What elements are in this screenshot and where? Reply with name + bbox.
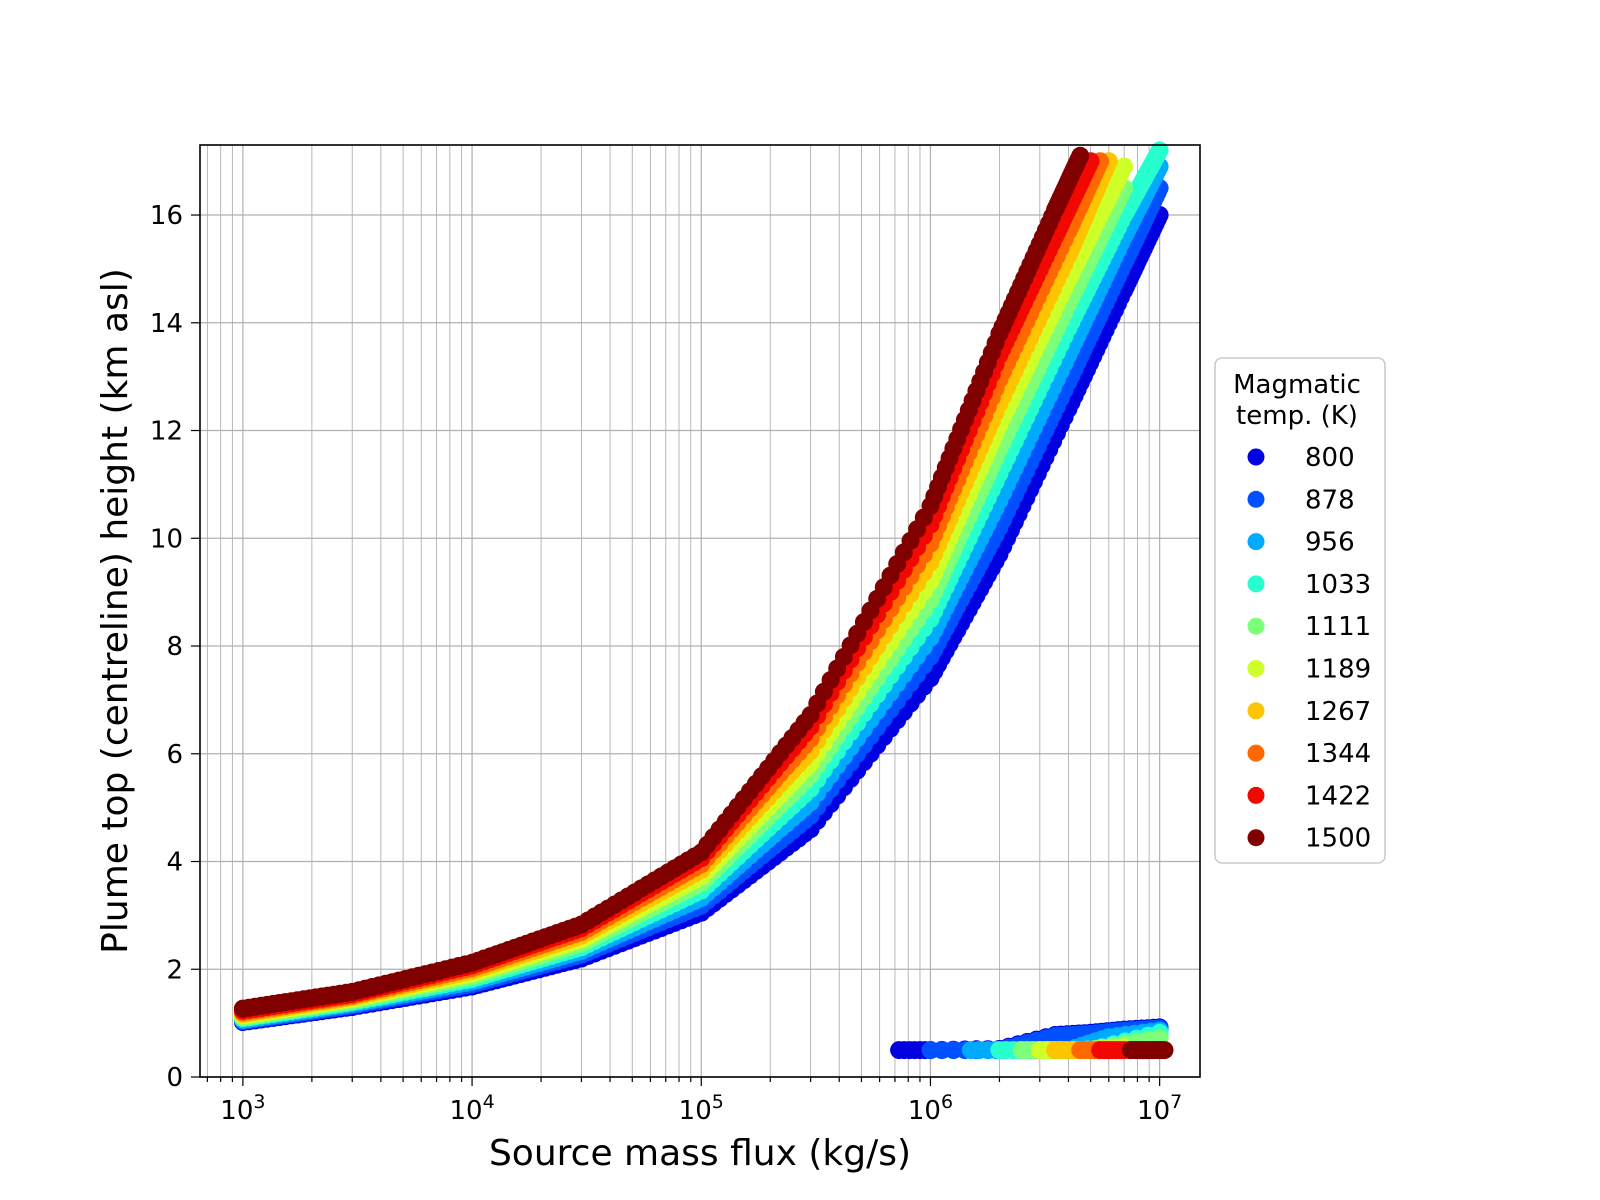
- legend-label-800: 800: [1305, 443, 1355, 473]
- legend-title-line1: Magmatic: [1233, 370, 1361, 400]
- legend-label-878: 878: [1305, 485, 1355, 515]
- legend-label-1111: 1111: [1305, 612, 1371, 642]
- y-tick-label: 16: [150, 201, 183, 231]
- y-tick-label: 14: [150, 309, 183, 339]
- data-point-low: [1155, 1041, 1174, 1060]
- legend-marker-1422: [1247, 786, 1265, 804]
- y-tick-label: 2: [166, 955, 183, 985]
- plot-frame: [199, 144, 1201, 1078]
- legend-label-1033: 1033: [1305, 570, 1371, 600]
- y-tick-label: 12: [150, 417, 183, 447]
- data-point: [1150, 141, 1169, 160]
- x-tick-label: 105: [679, 1091, 724, 1126]
- y-tick-label: 8: [166, 632, 183, 662]
- y-tick-label: 0: [166, 1063, 183, 1093]
- y-tick-label: 4: [166, 848, 183, 878]
- y-axis-label: Plume top (centreline) height (km asl): [95, 268, 136, 954]
- legend-label-956: 956: [1305, 528, 1355, 558]
- legend-marker-1033: [1247, 575, 1265, 593]
- x-axis-label: Source mass flux (kg/s): [489, 1133, 911, 1174]
- legend-marker-1500: [1247, 829, 1265, 847]
- legend: Magmatic temp. (K) 800 878 956 1033 1111 1189…: [1214, 357, 1386, 864]
- legend-label-1422: 1422: [1305, 781, 1371, 811]
- legend-marker-1189: [1247, 660, 1265, 677]
- y-tick-label: 10: [150, 524, 183, 554]
- axis-ticks: 0 2 4 6 8 10 12 14 16 103 104 105 106 107: [150, 201, 1182, 1126]
- legend-marker-1344: [1247, 744, 1265, 762]
- legend-box: [1214, 357, 1386, 864]
- series-1500: [233, 146, 1174, 1060]
- legend-label-1189: 1189: [1305, 655, 1371, 685]
- x-tick-label: 104: [449, 1091, 494, 1126]
- legend-marker-956: [1247, 533, 1265, 551]
- data-point: [1115, 157, 1134, 176]
- legend-marker-1267: [1247, 702, 1265, 720]
- legend-marker-878: [1247, 490, 1265, 508]
- legend-title-line2: temp. (K): [1236, 401, 1358, 431]
- legend-label-1500: 1500: [1305, 824, 1371, 854]
- legend-label-1344: 1344: [1305, 739, 1371, 769]
- x-tick-label: 106: [908, 1091, 953, 1126]
- legend-entries: 800 878 956 1033 1111 1189 1267 1344 1422 1500: [1247, 443, 1371, 854]
- x-tick-label: 107: [1137, 1091, 1182, 1126]
- legend-marker-800: [1247, 448, 1265, 466]
- legend-label-1267: 1267: [1305, 697, 1371, 727]
- legend-marker-1111: [1247, 617, 1265, 635]
- x-tick-label: 103: [220, 1091, 265, 1126]
- y-tick-label: 6: [166, 740, 183, 770]
- data-points: [233, 141, 1174, 1060]
- data-point: [1071, 146, 1090, 165]
